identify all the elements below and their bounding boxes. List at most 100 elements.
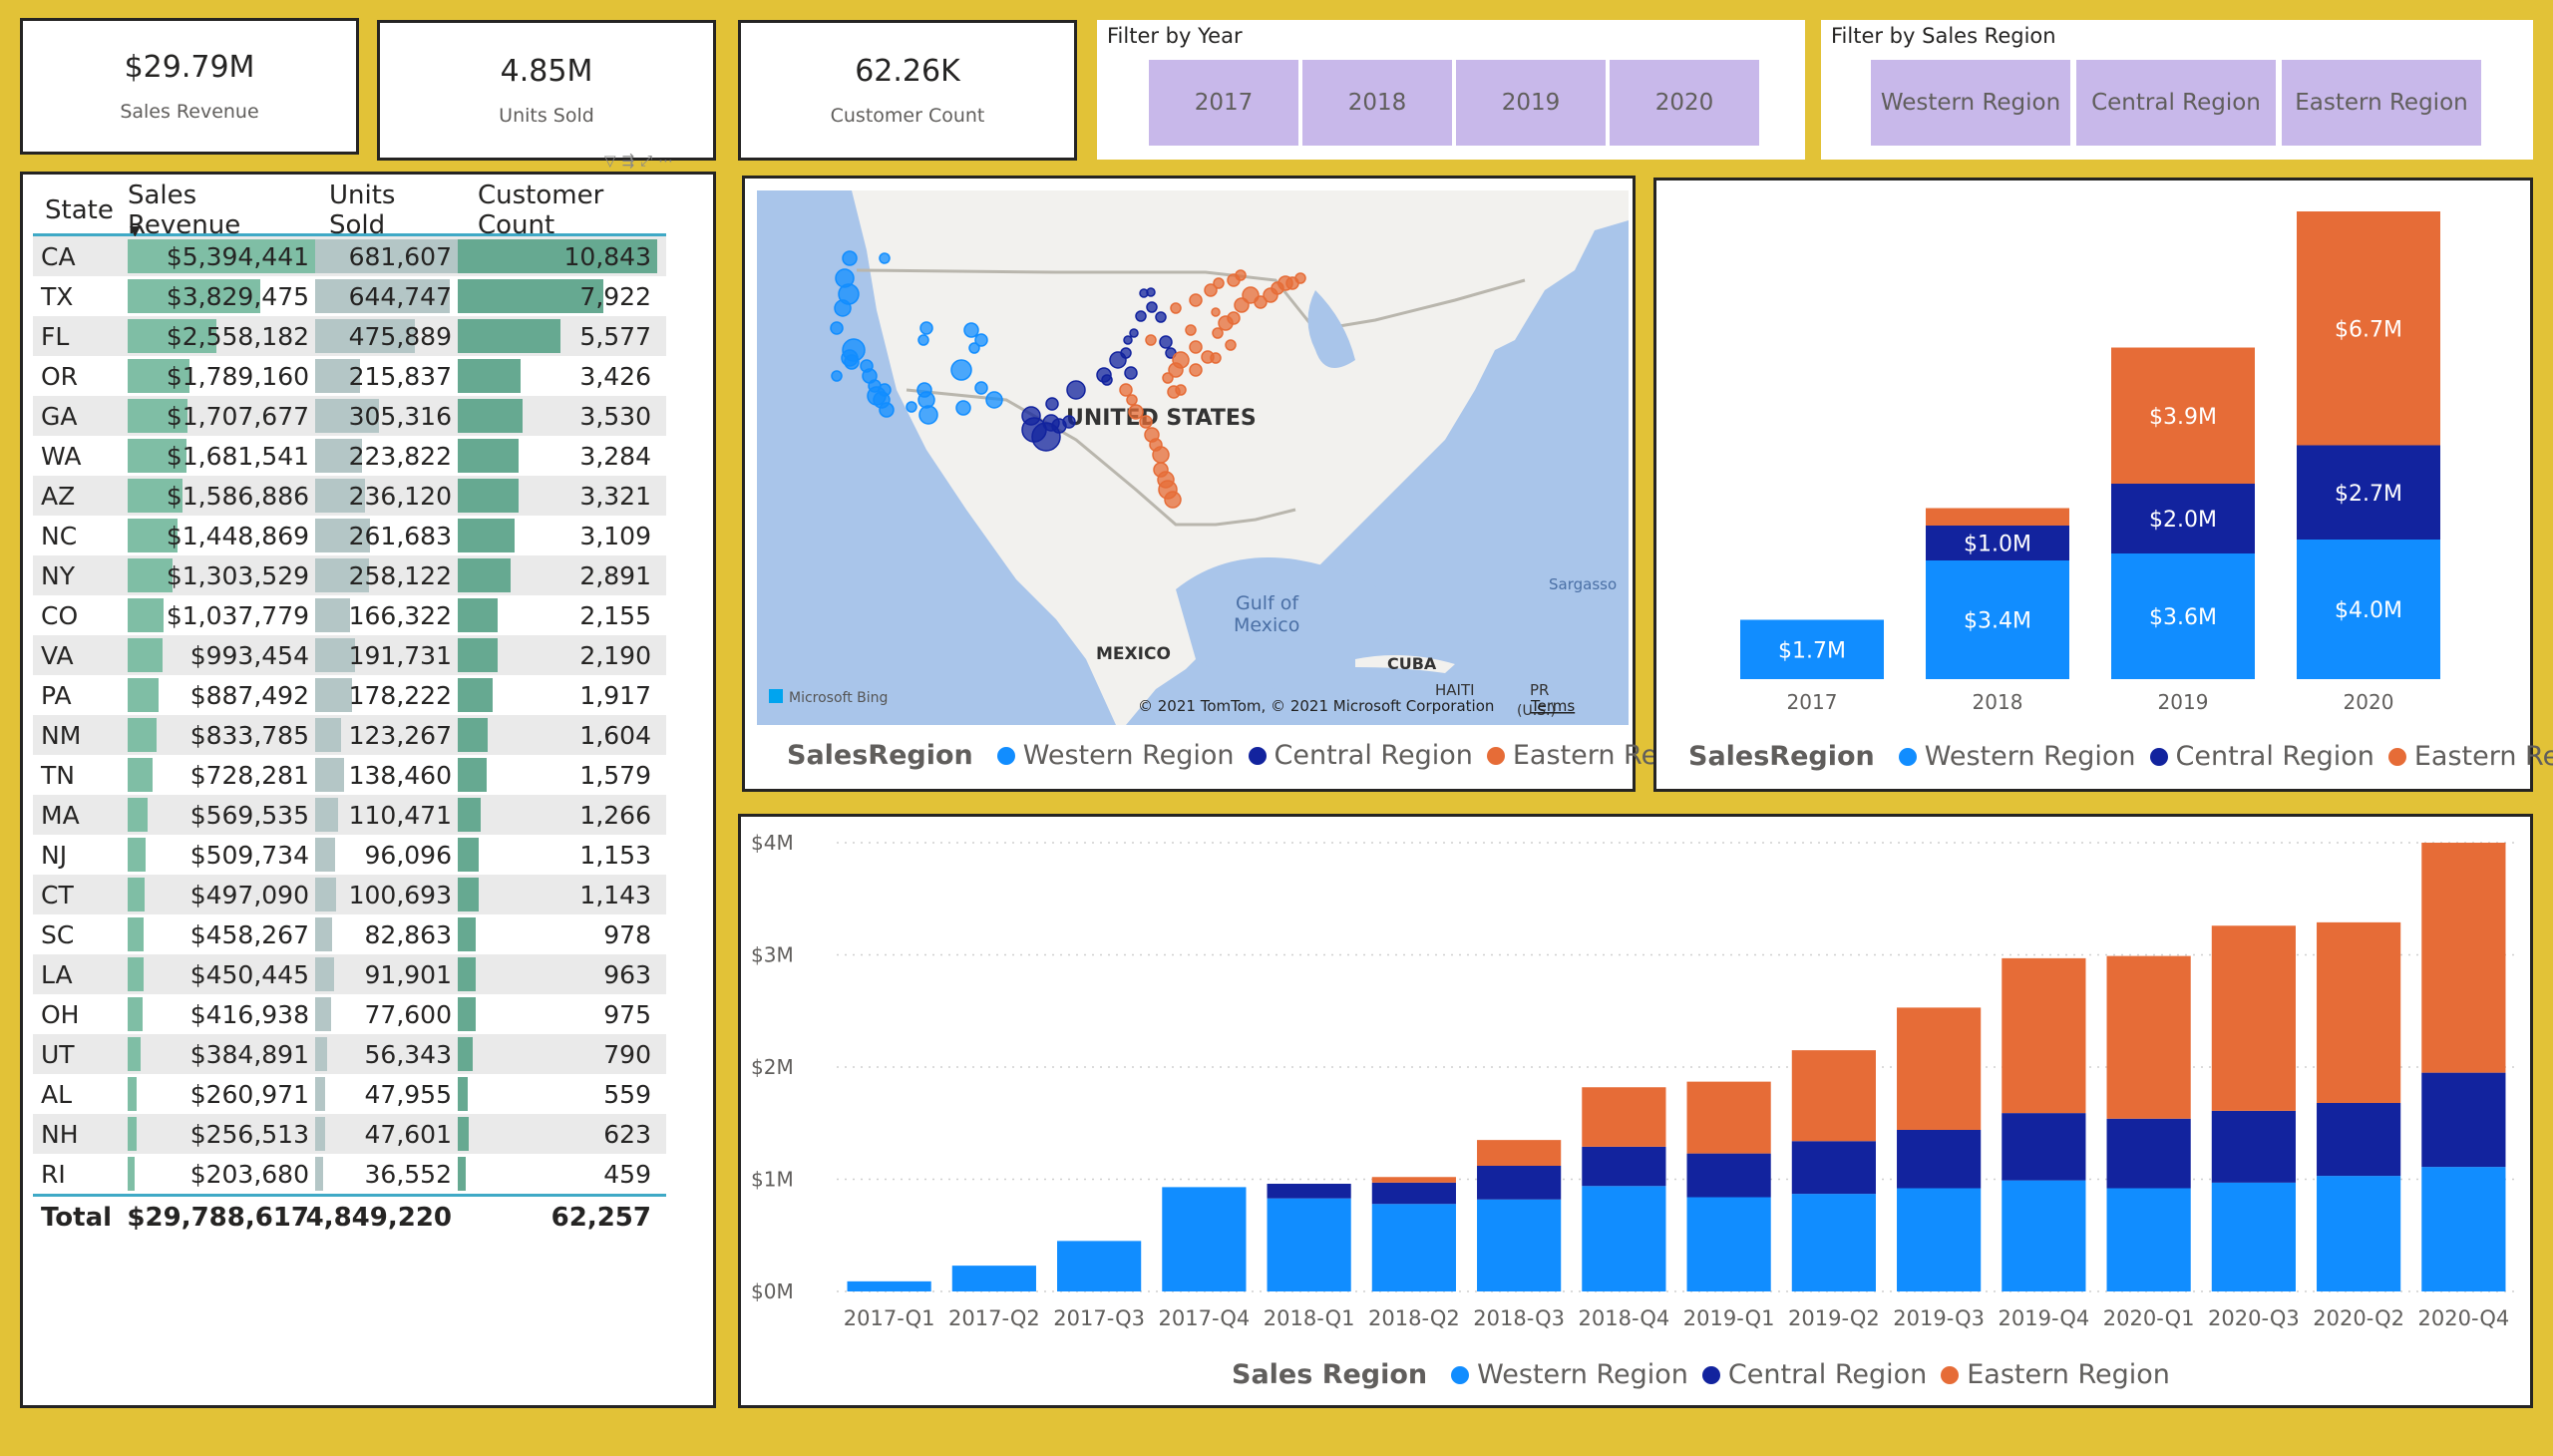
table-row[interactable]: RI $203,680 36,552 459 bbox=[33, 1154, 666, 1194]
map-bubble[interactable] bbox=[1189, 340, 1203, 354]
map-bubble[interactable] bbox=[1189, 293, 1203, 307]
bar-segment[interactable] bbox=[2002, 1180, 2086, 1291]
map-bubble[interactable] bbox=[831, 370, 843, 382]
table-row[interactable]: LA $450,445 91,901 963 bbox=[33, 954, 666, 994]
table-row[interactable]: TN $728,281 138,460 1,579 bbox=[33, 755, 666, 795]
bar-segment[interactable] bbox=[2106, 955, 2191, 1119]
column-header-sales-revenue[interactable]: Sales Revenue ▼ bbox=[128, 181, 315, 240]
map-bubble[interactable] bbox=[1294, 272, 1306, 284]
table-row[interactable]: WA $1,681,541 223,822 3,284 bbox=[33, 436, 666, 476]
table-row[interactable]: NM $833,785 123,267 1,604 bbox=[33, 715, 666, 755]
bar-segment[interactable] bbox=[1477, 1166, 1562, 1200]
table-row[interactable]: NH $256,513 47,601 623 bbox=[33, 1114, 666, 1154]
map-bubble[interactable] bbox=[1062, 415, 1076, 429]
bar-segment[interactable] bbox=[1371, 1182, 1456, 1205]
map-bubble[interactable] bbox=[1235, 269, 1247, 281]
bar-segment[interactable] bbox=[2111, 347, 2255, 485]
map-bubble[interactable] bbox=[919, 321, 933, 335]
map-bubble[interactable] bbox=[918, 405, 938, 425]
bar-segment[interactable] bbox=[1371, 1177, 1456, 1183]
region-button-eastern[interactable]: Eastern Region bbox=[2282, 60, 2481, 146]
table-row[interactable]: MA $569,535 110,471 1,266 bbox=[33, 795, 666, 835]
table-row[interactable]: PA $887,492 178,222 1,917 bbox=[33, 675, 666, 715]
map-bubble[interactable] bbox=[917, 334, 929, 346]
legend-central[interactable]: Central Region bbox=[1727, 1359, 1928, 1390]
legend-eastern[interactable]: Eastern Region bbox=[1967, 1359, 2170, 1390]
bar-segment[interactable] bbox=[1477, 1199, 1562, 1291]
bar-segment[interactable] bbox=[2111, 553, 2255, 679]
map-bubble[interactable] bbox=[1211, 307, 1221, 317]
bar-segment[interactable] bbox=[1897, 1007, 1982, 1130]
map-bubble[interactable] bbox=[1045, 397, 1059, 411]
table-row[interactable]: UT $384,891 56,343 790 bbox=[33, 1034, 666, 1074]
table-row[interactable]: CT $497,090 100,693 1,143 bbox=[33, 875, 666, 914]
map-bubble[interactable] bbox=[1145, 334, 1157, 346]
table-row[interactable]: AL $260,971 47,955 559 bbox=[33, 1074, 666, 1114]
map-bubble[interactable] bbox=[1139, 415, 1153, 429]
map-bubble[interactable] bbox=[1210, 352, 1222, 364]
bar-segment[interactable] bbox=[1057, 1241, 1142, 1291]
map-bubble[interactable] bbox=[1123, 335, 1133, 345]
year-button-2018[interactable]: 2018 bbox=[1302, 60, 1452, 146]
bar-segment[interactable] bbox=[1582, 1186, 1666, 1291]
bar-segment[interactable] bbox=[1686, 1081, 1771, 1154]
legend-eastern[interactable]: Eastern Region bbox=[2413, 741, 2553, 772]
map-bubble[interactable] bbox=[1204, 283, 1218, 297]
bar-segment[interactable] bbox=[2297, 540, 2440, 679]
map-bubble[interactable] bbox=[830, 321, 844, 335]
map-bubble[interactable] bbox=[1152, 446, 1170, 464]
bar-segment[interactable] bbox=[2317, 1176, 2401, 1291]
map-bubble[interactable] bbox=[974, 381, 988, 395]
map-bubble[interactable] bbox=[1146, 301, 1158, 313]
bar-segment[interactable] bbox=[1582, 1087, 1666, 1147]
map-bubble[interactable] bbox=[842, 250, 858, 266]
map-bubble[interactable] bbox=[906, 401, 917, 413]
bar-segment[interactable] bbox=[1582, 1146, 1666, 1187]
bar-segment[interactable] bbox=[2317, 921, 2401, 1103]
table-row[interactable]: OR $1,789,160 215,837 3,426 bbox=[33, 356, 666, 396]
bar-segment[interactable] bbox=[2421, 1167, 2506, 1291]
column-header-customer-count[interactable]: Customer Count bbox=[478, 180, 604, 240]
map-bubble[interactable] bbox=[1120, 347, 1132, 359]
bar-segment[interactable] bbox=[2317, 1103, 2401, 1177]
bar-segment[interactable] bbox=[2211, 925, 2296, 1111]
map-bubble[interactable] bbox=[1129, 328, 1139, 338]
bar-segment[interactable] bbox=[2106, 1188, 2191, 1292]
bar-segment[interactable] bbox=[1926, 508, 2069, 527]
map-bubble[interactable] bbox=[950, 359, 972, 381]
bar-segment[interactable] bbox=[1897, 1188, 1982, 1292]
table-row[interactable]: VA $993,454 191,731 2,190 bbox=[33, 635, 666, 675]
year-button-2020[interactable]: 2020 bbox=[1610, 60, 1759, 146]
bar-segment[interactable] bbox=[2002, 1113, 2086, 1181]
region-button-western[interactable]: Western Region bbox=[1871, 60, 2070, 146]
map-bubble[interactable] bbox=[1185, 324, 1197, 336]
map-bubble[interactable] bbox=[1227, 311, 1241, 325]
map-bubble[interactable] bbox=[879, 402, 895, 418]
region-button-central[interactable]: Central Region bbox=[2076, 60, 2276, 146]
bar-segment[interactable] bbox=[847, 1280, 931, 1291]
table-row[interactable]: NY $1,303,529 258,122 2,891 bbox=[33, 555, 666, 595]
map-bubble[interactable] bbox=[1126, 394, 1138, 406]
map-bubble[interactable] bbox=[1189, 363, 1203, 377]
bar-segment[interactable] bbox=[1477, 1140, 1562, 1166]
bar-segment[interactable] bbox=[1926, 526, 2069, 560]
filter-icon[interactable]: ▽ bbox=[604, 152, 616, 170]
bar-segment[interactable] bbox=[1267, 1184, 1351, 1199]
year-button-2019[interactable]: 2019 bbox=[1456, 60, 1606, 146]
table-row[interactable]: FL $2,558,182 475,889 5,577 bbox=[33, 316, 666, 356]
map-bubble[interactable] bbox=[1225, 339, 1237, 351]
map-bubble[interactable] bbox=[1254, 295, 1268, 309]
map-bubble[interactable] bbox=[1096, 367, 1112, 383]
bar-segment[interactable] bbox=[2421, 843, 2506, 1073]
map-bubble[interactable] bbox=[968, 342, 980, 354]
legend-western[interactable]: Western Region bbox=[1924, 741, 2136, 772]
map-canvas[interactable]: UNITED STATES MEXICO Gulf of Mexico CUBA… bbox=[757, 190, 1629, 725]
legend-central[interactable]: Central Region bbox=[2175, 741, 2374, 772]
legend-western[interactable]: Western Region bbox=[1022, 740, 1235, 771]
bar-segment[interactable] bbox=[2111, 484, 2255, 553]
map-bubble[interactable] bbox=[1162, 372, 1174, 384]
bar-segment[interactable] bbox=[2297, 445, 2440, 541]
bar-segment[interactable] bbox=[2421, 1072, 2506, 1168]
bar-segment[interactable] bbox=[2002, 957, 2086, 1114]
map-bubble[interactable] bbox=[1175, 384, 1187, 396]
